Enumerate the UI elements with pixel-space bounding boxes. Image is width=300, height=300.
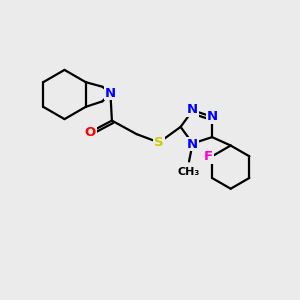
Text: N: N (105, 86, 116, 100)
Text: S: S (154, 136, 164, 149)
Text: CH₃: CH₃ (178, 167, 200, 177)
Text: F: F (204, 150, 213, 163)
Text: O: O (85, 125, 96, 139)
Text: N: N (207, 110, 218, 123)
Text: N: N (187, 103, 198, 116)
Text: N: N (187, 137, 198, 151)
